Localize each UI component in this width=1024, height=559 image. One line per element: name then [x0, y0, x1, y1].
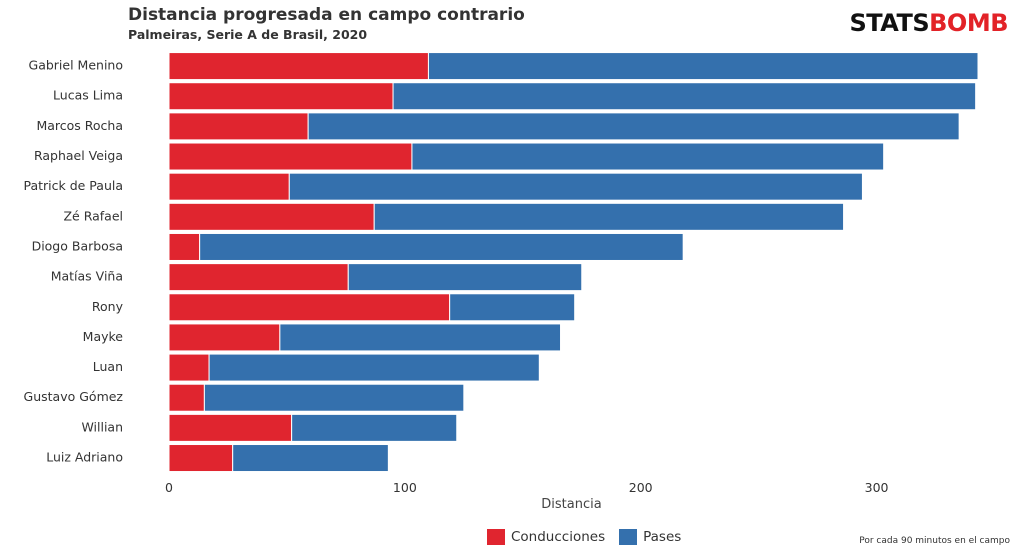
- legend-label-pases: Pases: [643, 529, 682, 545]
- y-tick-label-matias-vina: Matías Viña: [51, 269, 123, 284]
- bar-pases-patrick-de-paula: [288, 172, 863, 201]
- bar-pases-ze-rafael: [373, 202, 845, 231]
- bar-conducciones-ze-rafael: [168, 202, 375, 231]
- legend-item-pases: Pases: [619, 529, 681, 545]
- y-tick-label-rony: Rony: [92, 299, 124, 314]
- bar-conducciones-matias-vina: [168, 263, 349, 292]
- bar-conducciones-rony: [168, 293, 451, 322]
- bar-conducciones-gabriel-menino: [168, 52, 429, 81]
- bar-pases-willian: [291, 413, 458, 442]
- y-tick-label-lucas-lima: Lucas Lima: [53, 88, 123, 103]
- bar-conducciones-willian: [168, 413, 293, 442]
- bar-conducciones-patrick-de-paula: [168, 172, 290, 201]
- bar-conducciones-diogo-barbosa: [168, 232, 201, 261]
- x-axis-title: Distancia: [541, 497, 601, 512]
- y-tick-label-gustavo-gomez: Gustavo Gómez: [24, 389, 124, 404]
- bar-conducciones-marcos-rocha: [168, 112, 309, 141]
- bar-conducciones-luan: [168, 353, 210, 382]
- logo-text-bomb: BOMB: [929, 9, 1008, 37]
- bar-conducciones-mayke: [168, 323, 281, 352]
- x-tick-label-200: 200: [629, 480, 653, 495]
- bar-conducciones-raphael-veiga: [168, 142, 413, 171]
- chart-caption: Por cada 90 minutos en el campo: [859, 536, 1010, 546]
- x-tick-label-100: 100: [393, 480, 417, 495]
- y-tick-label-luan: Luan: [93, 359, 123, 374]
- bar-pases-mayke: [279, 323, 562, 352]
- bar-conducciones-gustavo-gomez: [168, 383, 205, 412]
- y-tick-label-marcos-rocha: Marcos Rocha: [36, 118, 123, 133]
- y-tick-label-willian: Willian: [81, 419, 123, 434]
- bar-pases-gustavo-gomez: [203, 383, 465, 412]
- chart-legend: Conducciones Pases: [487, 529, 695, 545]
- bar-pases-rony: [449, 293, 576, 322]
- x-tick-label-300: 300: [865, 480, 889, 495]
- chart-subtitle: Palmeiras, Serie A de Brasil, 2020: [128, 27, 368, 42]
- y-tick-label-luiz-adriano: Luiz Adriano: [46, 450, 123, 465]
- bar-pases-matias-vina: [347, 263, 583, 292]
- legend-swatch-pases: [619, 529, 638, 545]
- y-tick-label-gabriel-menino: Gabriel Menino: [29, 58, 123, 73]
- chart-header: Distancia progresada en campo contrario …: [128, 4, 525, 44]
- statsbomb-logo: STATSBOMB: [849, 9, 1008, 37]
- bar-pases-raphael-veiga: [411, 142, 885, 171]
- y-tick-label-mayke: Mayke: [83, 329, 124, 344]
- chart-title: Distancia progresada en campo contrario: [128, 5, 525, 25]
- bar-pases-gabriel-menino: [427, 52, 979, 81]
- bar-pases-lucas-lima: [392, 82, 977, 111]
- y-tick-label-diogo-barbosa: Diogo Barbosa: [32, 238, 123, 253]
- bar-conducciones-luiz-adriano: [168, 444, 234, 473]
- legend-swatch-conducciones: [487, 529, 505, 545]
- logo-text-stats: STATS: [849, 9, 930, 37]
- legend-label-conducciones: Conducciones: [511, 529, 606, 545]
- bar-pases-luiz-adriano: [232, 444, 389, 473]
- bar-pases-diogo-barbosa: [199, 232, 684, 261]
- bar-pases-marcos-rocha: [307, 112, 960, 141]
- bar-pases-luan: [208, 353, 540, 382]
- legend-item-conducciones: Conducciones: [487, 529, 605, 545]
- y-tick-label-patrick-de-paula: Patrick de Paula: [23, 178, 123, 193]
- y-tick-label-ze-rafael: Zé Rafael: [63, 208, 123, 223]
- x-tick-label-0: 0: [165, 480, 173, 495]
- y-tick-label-raphael-veiga: Raphael Veiga: [34, 148, 123, 163]
- bar-conducciones-lucas-lima: [168, 82, 394, 111]
